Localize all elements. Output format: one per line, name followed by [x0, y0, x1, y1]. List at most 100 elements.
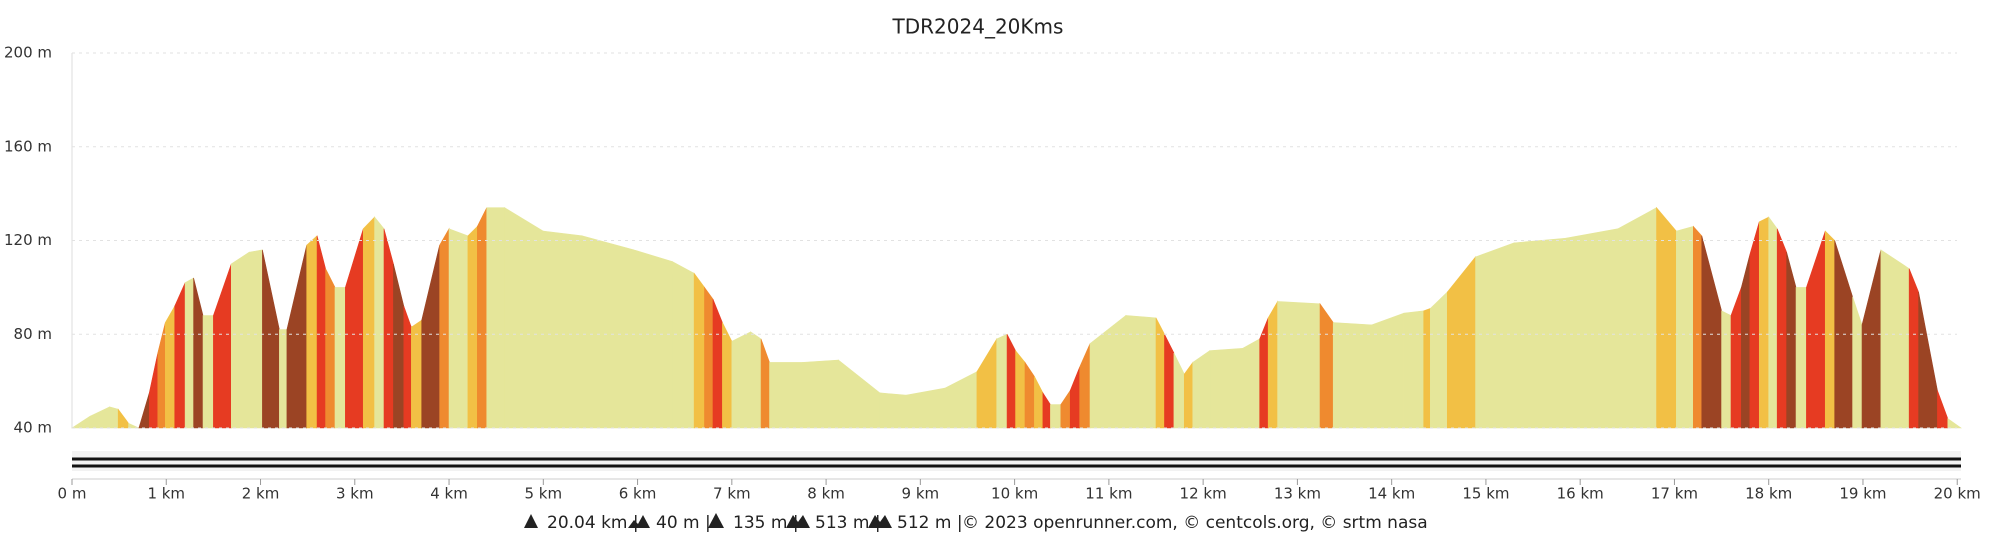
elevation-segment	[1565, 228, 1619, 429]
elevation-segment	[202, 315, 214, 429]
elevation-segment	[1042, 391, 1051, 429]
elevation-segment	[760, 338, 770, 429]
elevation-segment	[750, 331, 762, 429]
elevation-segment	[879, 392, 907, 429]
elevation-segment	[976, 337, 998, 429]
elevation-segment	[157, 322, 166, 429]
elevation-segment	[279, 329, 288, 429]
elevation-segment	[712, 298, 723, 429]
elevation-segment	[633, 249, 673, 429]
elevation-segment	[1852, 296, 1863, 429]
elevation-segment	[70, 415, 91, 429]
footer-min: 40 m |	[656, 513, 711, 533]
footer-distance: 20.04 km |	[547, 513, 639, 533]
elevation-segment	[316, 235, 326, 429]
elevation-segment	[109, 406, 119, 429]
elevation-segment	[944, 371, 978, 429]
elevation-segment	[731, 331, 751, 429]
x-tick-label: 16 km	[1557, 485, 1604, 503]
elevation-segment	[838, 359, 881, 429]
gain-icon	[786, 515, 810, 528]
footer: 20.04 km | 40 m | 135 m | 513 m | 512 m …	[524, 513, 1428, 533]
elevation-segment	[403, 306, 412, 429]
elevation-segment	[383, 228, 394, 429]
elevation-segment	[1060, 389, 1071, 429]
elevation-segment	[393, 263, 405, 429]
elevation-segment	[1069, 366, 1080, 429]
elevation-segment	[193, 277, 204, 429]
elevation-segment	[117, 408, 129, 429]
x-tick-label: 8 km	[807, 485, 845, 503]
elevation-segment	[325, 268, 336, 429]
x-tick-label: 13 km	[1274, 485, 1321, 503]
y-tick-label: 80 m	[14, 325, 52, 343]
x-tick-label: 10 km	[991, 485, 1038, 503]
y-tick-label: 40 m	[14, 419, 52, 437]
elevation-segment	[1776, 228, 1787, 429]
elevation-segment	[1371, 312, 1405, 429]
elevation-segment	[693, 272, 705, 429]
elevation-segment	[1758, 216, 1770, 429]
loss-icon	[868, 515, 892, 528]
y-tick-label: 120 m	[4, 231, 52, 249]
elevation-segment	[1475, 242, 1515, 429]
elevation-segment	[448, 228, 469, 429]
elevation-segment	[722, 322, 733, 429]
elevation-segment	[213, 263, 232, 429]
brush-track[interactable]	[72, 451, 1961, 471]
elevation-segment	[996, 333, 1008, 429]
elevation-segment	[905, 387, 946, 429]
elevation-segment	[1730, 287, 1742, 429]
elevation-segment	[1034, 376, 1044, 429]
elevation-segment	[1918, 292, 1938, 429]
elevation-segment	[1050, 404, 1062, 429]
range-brush[interactable]	[72, 451, 1961, 471]
x-tick-label: 18 km	[1745, 485, 1792, 503]
elevation-segment	[1768, 216, 1778, 429]
x-tick-label: 9 km	[902, 485, 940, 503]
elevation-segment	[1721, 310, 1732, 429]
elevation-segment	[704, 286, 714, 429]
elevation-segment	[1786, 252, 1797, 429]
elevation-segment	[1806, 231, 1826, 429]
elevation-segment	[1267, 300, 1278, 429]
x-tick-label: 19 km	[1839, 485, 1886, 503]
elevation-segment	[1947, 418, 1962, 429]
elevation-segment	[581, 235, 635, 429]
footer-max: 135 m |	[733, 513, 799, 533]
elevation-segment	[184, 277, 194, 429]
elevation-segment	[362, 216, 375, 429]
footer-gain: 513 m |	[815, 513, 881, 533]
elevation-segment	[1937, 390, 1949, 429]
x-tick-label: 14 km	[1368, 485, 1415, 503]
y-tick-label: 200 m	[4, 44, 52, 62]
elevation-segment	[345, 228, 364, 429]
x-tick-label: 7 km	[713, 485, 751, 503]
elevation-segment	[1908, 268, 1919, 429]
elevation-segment	[1079, 343, 1091, 429]
elevation-segment	[504, 207, 544, 429]
elevation-segment	[1861, 249, 1882, 429]
elevation-segment	[1183, 361, 1194, 429]
elevation-segment	[1242, 338, 1260, 429]
elevation-segment	[543, 230, 583, 429]
x-tick-label: 17 km	[1651, 485, 1698, 503]
elevation-segment	[1880, 249, 1910, 429]
elevation-segment	[1423, 308, 1431, 429]
max-icon	[708, 513, 724, 528]
elevation-segment	[1676, 226, 1694, 429]
elevation-segment	[231, 251, 250, 429]
elevation-segment	[165, 305, 176, 429]
elevation-segment	[1403, 310, 1425, 429]
elevation-segment	[1089, 314, 1127, 429]
elevation-segment	[802, 359, 839, 429]
elevation-segment	[89, 406, 111, 429]
elevation-segment	[1430, 291, 1448, 429]
elevation-segment	[1741, 254, 1751, 429]
elevation-segment	[1164, 334, 1175, 429]
elevation-segment	[174, 282, 186, 429]
footer-loss: 512 m |	[897, 513, 963, 533]
elevation-segment	[1209, 347, 1244, 429]
